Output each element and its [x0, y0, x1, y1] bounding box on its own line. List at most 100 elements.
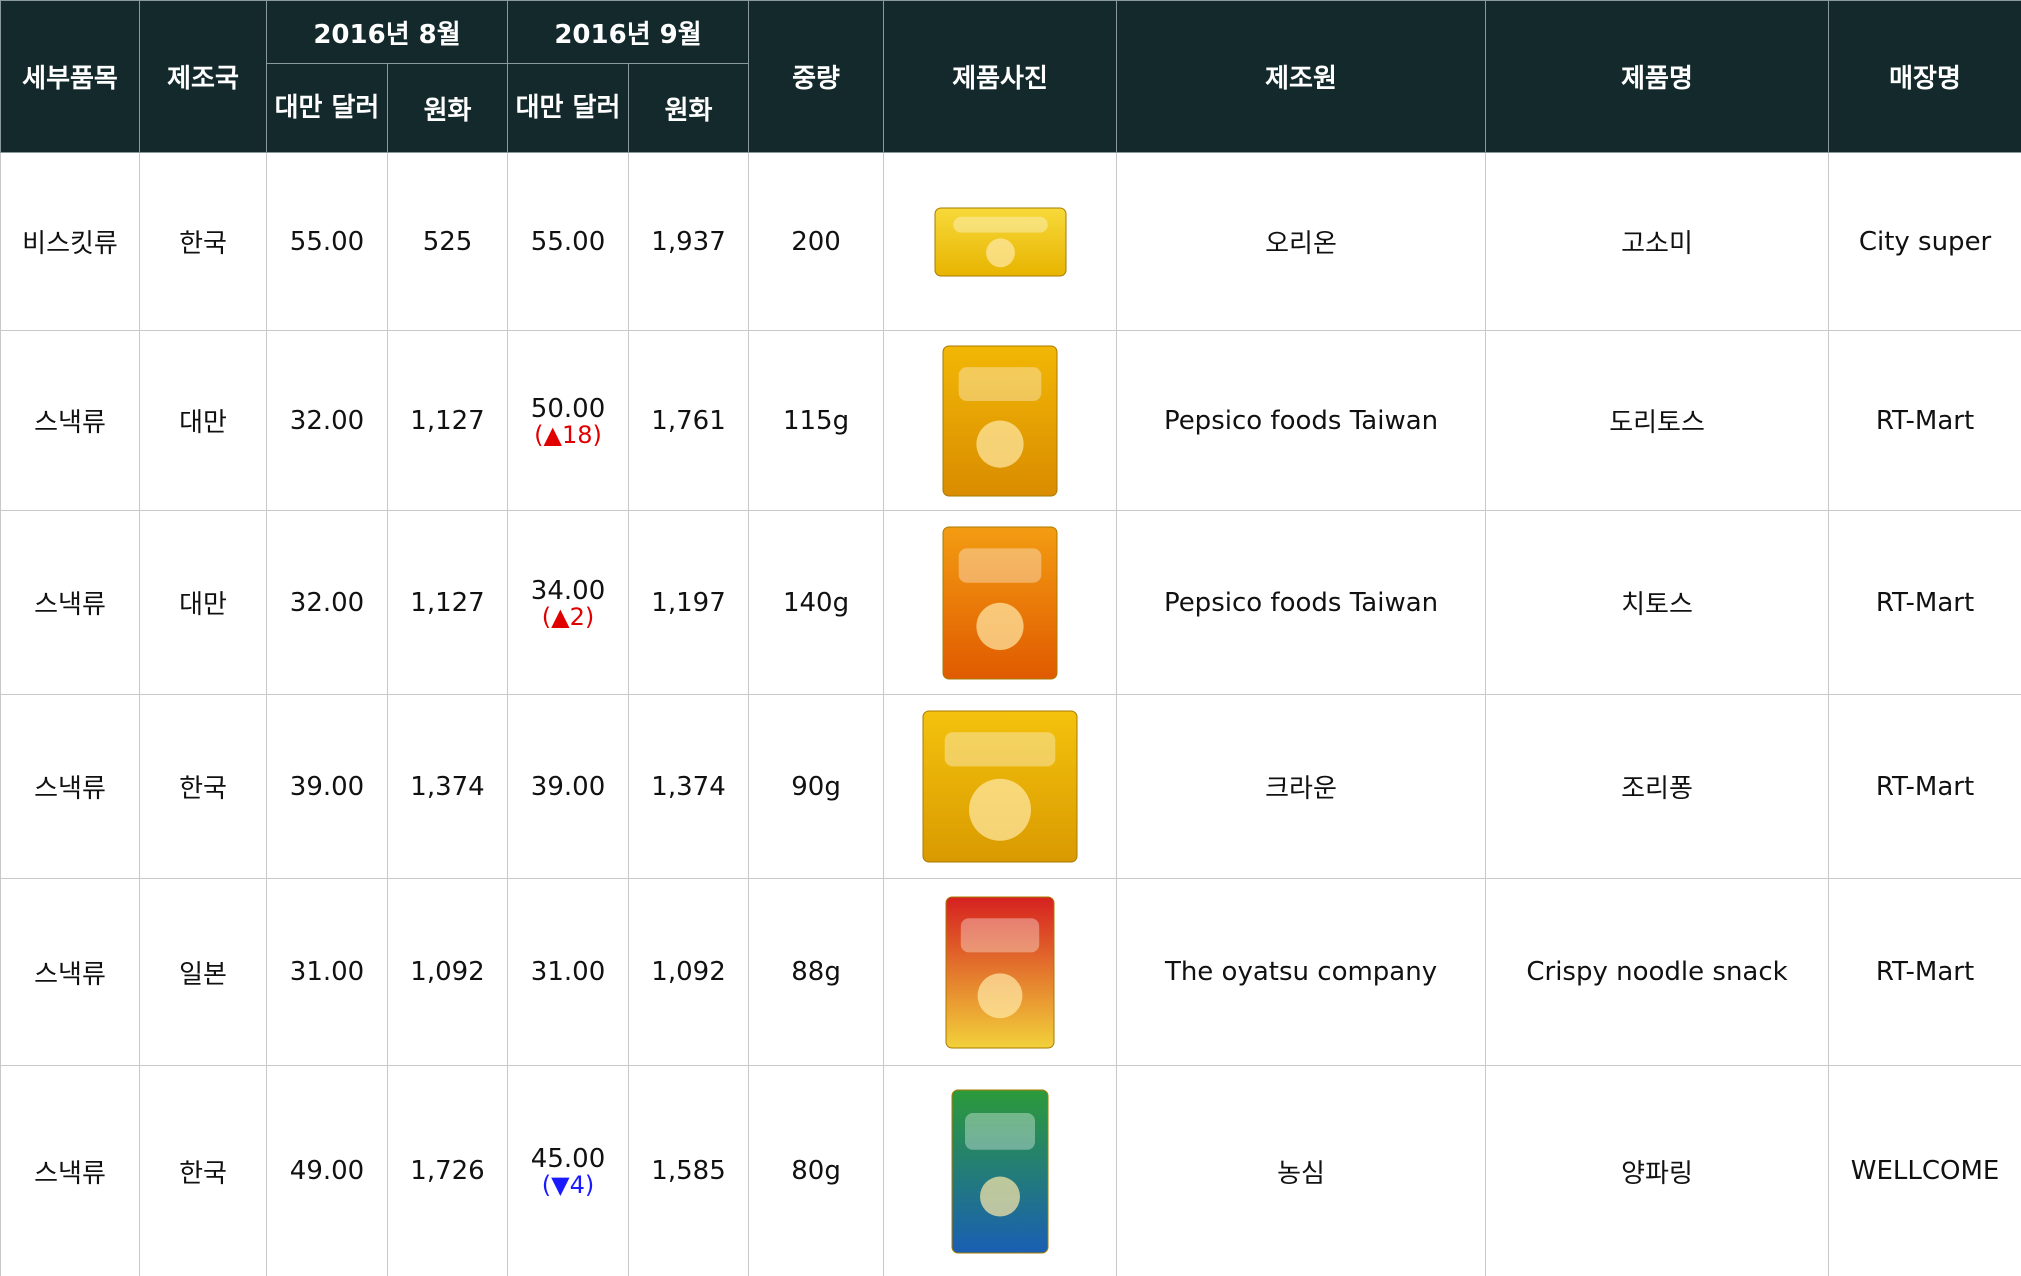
cell: 일본 — [139, 878, 267, 1066]
price-change: (▲18) — [534, 420, 602, 449]
cell: 1,127 — [386, 330, 509, 511]
header-cell: 제품사진 — [883, 0, 1118, 153]
cell: 1,585 — [628, 1065, 750, 1276]
price: 45.00 — [530, 1144, 606, 1174]
price: 50.00 — [530, 393, 606, 424]
header-cell: 제조국 — [139, 0, 267, 153]
cell: 대만 — [139, 510, 267, 695]
cell: 39.00 — [266, 694, 388, 879]
cell: 50.00 (▲18) — [507, 330, 630, 511]
photo-cell — [883, 878, 1118, 1066]
cell: 1,197 — [628, 510, 750, 695]
cell: 39.00 — [507, 694, 630, 879]
cell: Pepsico foods Taiwan — [1116, 330, 1487, 511]
cell: RT-Mart — [1828, 878, 2021, 1066]
cell: 스낵류 — [0, 1065, 140, 1276]
cell: 34.00 (▲2) — [507, 510, 630, 695]
cell: 88g — [748, 878, 885, 1066]
cell: 55.00 — [507, 152, 630, 331]
cell: The oyatsu company — [1116, 878, 1487, 1066]
table-row: 비스킷류 한국 55.00 525 55.00 1,937 200 오리온 고소미 City s… — [0, 152, 2021, 331]
cell: 스낵류 — [0, 510, 140, 695]
cell: 치토스 — [1485, 510, 1830, 695]
cell: 525 — [386, 152, 509, 331]
cell: 1,374 — [628, 694, 750, 879]
cell: 115g — [748, 330, 885, 511]
cell: 45.00 (▼4) — [507, 1065, 630, 1276]
cell: 1,726 — [386, 1065, 509, 1276]
photo-cell — [883, 1065, 1118, 1276]
product-photo — [942, 345, 1058, 496]
header-cell: 매장명 — [1828, 0, 2021, 153]
table-row: 스낵류 한국 39.00 1,374 39.00 1,374 90g 크라운 조리퐁 RT-Ma… — [0, 694, 2021, 879]
cell: City super — [1828, 152, 2021, 331]
header-cell: 원화 — [628, 63, 750, 153]
header-cell: 원화 — [386, 63, 509, 153]
cell: 한국 — [139, 1065, 267, 1276]
table-row: 스낵류 일본 31.00 1,092 31.00 1,092 88g The oyatsu … — [0, 878, 2021, 1066]
cell: 1,092 — [386, 878, 509, 1066]
cell: RT-Mart — [1828, 694, 2021, 879]
cell: 1,937 — [628, 152, 750, 331]
photo-cell — [883, 330, 1118, 511]
product-photo — [922, 710, 1078, 863]
price-change: (▲2) — [541, 602, 595, 631]
cell: 31.00 — [266, 878, 388, 1066]
header-cell: 제조원 — [1116, 0, 1487, 153]
cell: 1,127 — [386, 510, 509, 695]
cell: 200 — [748, 152, 885, 331]
photo-cell — [883, 510, 1118, 695]
header-cell: 중량 — [748, 0, 885, 153]
cell: 한국 — [139, 694, 267, 879]
product-photo — [942, 526, 1058, 679]
price: 34.00 — [530, 575, 606, 606]
table-row: 스낵류 대만 32.00 1,127 50.00 (▲18) 1,761 115g Pepsi… — [0, 330, 2021, 511]
cell: 90g — [748, 694, 885, 879]
cell: RT-Mart — [1828, 330, 2021, 511]
product-photo — [934, 207, 1067, 276]
cell: 140g — [748, 510, 885, 695]
cell: 조리퐁 — [1485, 694, 1830, 879]
cell: 한국 — [139, 152, 267, 331]
cell: 스낵류 — [0, 694, 140, 879]
table-row: 스낵류 한국 49.00 1,726 45.00 (▼4) 1,585 80g 농심 양파링 WE… — [0, 1065, 2021, 1276]
cell: Crispy noodle snack — [1485, 878, 1830, 1066]
header-cell: 대만 달러 — [266, 63, 388, 153]
cell: 대만 — [139, 330, 267, 511]
cell: 스낵류 — [0, 878, 140, 1066]
cell: 크라운 — [1116, 694, 1487, 879]
header-cell: 제품명 — [1485, 0, 1830, 153]
price-change: (▼4) — [541, 1171, 595, 1199]
cell: 32.00 — [266, 330, 388, 511]
cell: 1,374 — [386, 694, 509, 879]
cell: RT-Mart — [1828, 510, 2021, 695]
cell: 스낵류 — [0, 330, 140, 511]
cell: 1,092 — [628, 878, 750, 1066]
product-photo — [945, 896, 1055, 1048]
cell: WELLCOME — [1828, 1065, 2021, 1276]
cell: 31.00 — [507, 878, 630, 1066]
cell: 55.00 — [266, 152, 388, 331]
cell: 80g — [748, 1065, 885, 1276]
header-cell: 대만 달러 — [507, 63, 630, 153]
product-photo — [951, 1089, 1049, 1253]
cell: 양파링 — [1485, 1065, 1830, 1276]
cell: 32.00 — [266, 510, 388, 695]
cell: 농심 — [1116, 1065, 1487, 1276]
cell: 비스킷류 — [0, 152, 140, 331]
cell: 도리토스 — [1485, 330, 1830, 511]
cell: 오리온 — [1116, 152, 1487, 331]
cell: Pepsico foods Taiwan — [1116, 510, 1487, 695]
header-cell: 2016년 8월 — [265, 0, 509, 64]
cell: 49.00 — [266, 1065, 388, 1276]
cell: 1,761 — [628, 330, 750, 511]
header-cell: 2016년 9월 — [507, 0, 750, 64]
photo-cell — [883, 152, 1118, 331]
header-cell: 세부품목 — [0, 0, 140, 153]
table-body: 비스킷류 한국 55.00 525 55.00 1,937 200 오리온 고소미 City s… — [0, 152, 2021, 1276]
photo-cell — [883, 694, 1118, 879]
table-row: 스낵류 대만 32.00 1,127 34.00 (▲2) 1,197 140g Pepsic… — [0, 510, 2021, 695]
cell: 고소미 — [1485, 152, 1830, 331]
